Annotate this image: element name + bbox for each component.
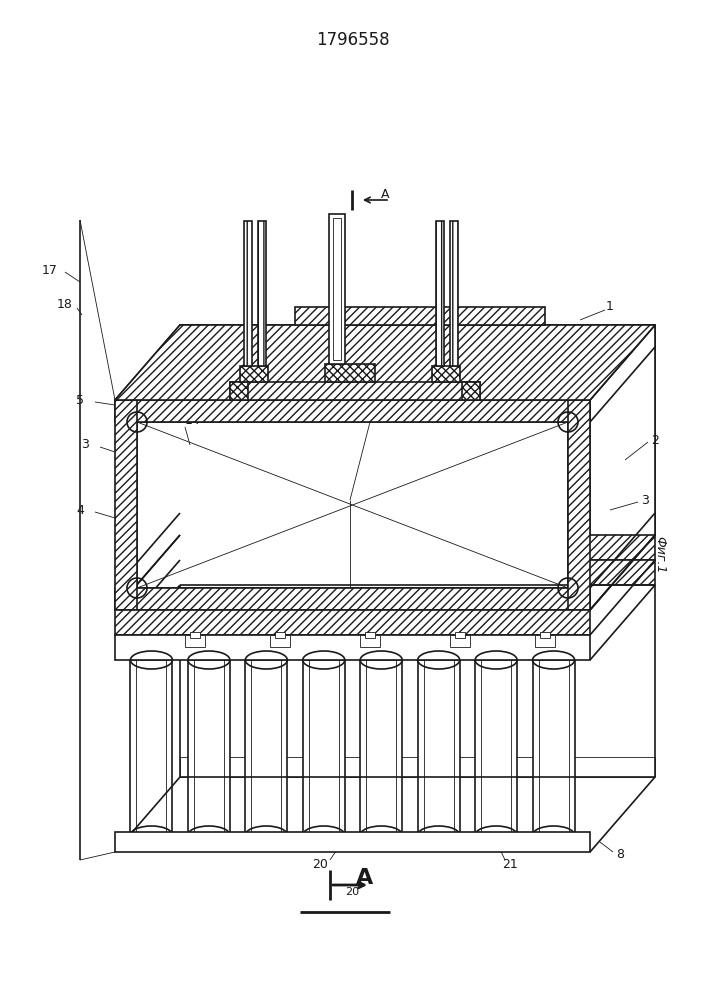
Text: 20: 20 bbox=[312, 858, 328, 871]
Bar bbox=[115, 635, 590, 660]
Text: 18: 18 bbox=[57, 298, 73, 312]
Bar bbox=[188, 660, 230, 835]
Text: Фиг.1: Фиг.1 bbox=[653, 536, 667, 574]
Text: 5: 5 bbox=[76, 393, 84, 406]
Bar bbox=[275, 632, 285, 638]
Bar bbox=[329, 214, 345, 364]
Bar bbox=[180, 757, 655, 777]
Text: 14: 14 bbox=[185, 414, 201, 426]
Bar bbox=[360, 635, 380, 647]
Bar bbox=[180, 325, 202, 535]
Bar bbox=[325, 364, 375, 382]
Bar bbox=[568, 400, 590, 610]
Polygon shape bbox=[115, 325, 655, 400]
Bar bbox=[270, 635, 290, 647]
Polygon shape bbox=[590, 325, 655, 610]
Text: 3: 3 bbox=[81, 438, 89, 452]
Bar bbox=[131, 660, 173, 835]
Text: 3: 3 bbox=[641, 493, 649, 506]
Text: 4: 4 bbox=[76, 504, 84, 516]
Bar bbox=[633, 325, 655, 535]
Bar bbox=[418, 660, 460, 835]
Bar bbox=[185, 635, 205, 647]
Bar bbox=[244, 221, 252, 366]
Text: A: A bbox=[356, 868, 373, 888]
Text: 8: 8 bbox=[616, 848, 624, 861]
Bar bbox=[450, 221, 458, 366]
Bar bbox=[540, 632, 550, 638]
Bar bbox=[180, 513, 655, 535]
Text: 1796558: 1796558 bbox=[316, 31, 390, 49]
Bar bbox=[535, 635, 555, 647]
Bar bbox=[137, 422, 568, 588]
Bar bbox=[361, 660, 402, 835]
Bar bbox=[190, 632, 200, 638]
Bar bbox=[230, 382, 480, 400]
Text: 13: 13 bbox=[362, 314, 378, 326]
Bar bbox=[432, 366, 460, 382]
Text: 20: 20 bbox=[345, 887, 359, 897]
Bar bbox=[180, 535, 655, 560]
Bar bbox=[230, 382, 248, 400]
Bar bbox=[180, 325, 655, 347]
Bar bbox=[333, 218, 341, 360]
Bar bbox=[115, 400, 137, 610]
Bar bbox=[115, 832, 590, 852]
Text: 21: 21 bbox=[502, 858, 518, 871]
Text: 2: 2 bbox=[651, 434, 659, 446]
Text: 1: 1 bbox=[606, 300, 614, 314]
Bar bbox=[240, 366, 268, 382]
Text: A: A bbox=[381, 188, 390, 200]
Bar bbox=[115, 588, 590, 610]
Bar bbox=[532, 660, 575, 835]
Bar bbox=[475, 660, 517, 835]
Bar bbox=[202, 347, 633, 513]
Bar bbox=[245, 660, 287, 835]
Text: 17: 17 bbox=[42, 263, 58, 276]
Bar bbox=[180, 560, 655, 585]
Bar bbox=[115, 400, 590, 422]
Bar bbox=[303, 660, 345, 835]
Bar bbox=[450, 635, 470, 647]
Bar bbox=[455, 632, 465, 638]
Bar bbox=[115, 610, 590, 635]
Bar bbox=[295, 307, 545, 325]
Bar bbox=[436, 221, 444, 366]
Bar bbox=[258, 221, 266, 366]
Bar bbox=[462, 382, 480, 400]
Bar bbox=[365, 632, 375, 638]
